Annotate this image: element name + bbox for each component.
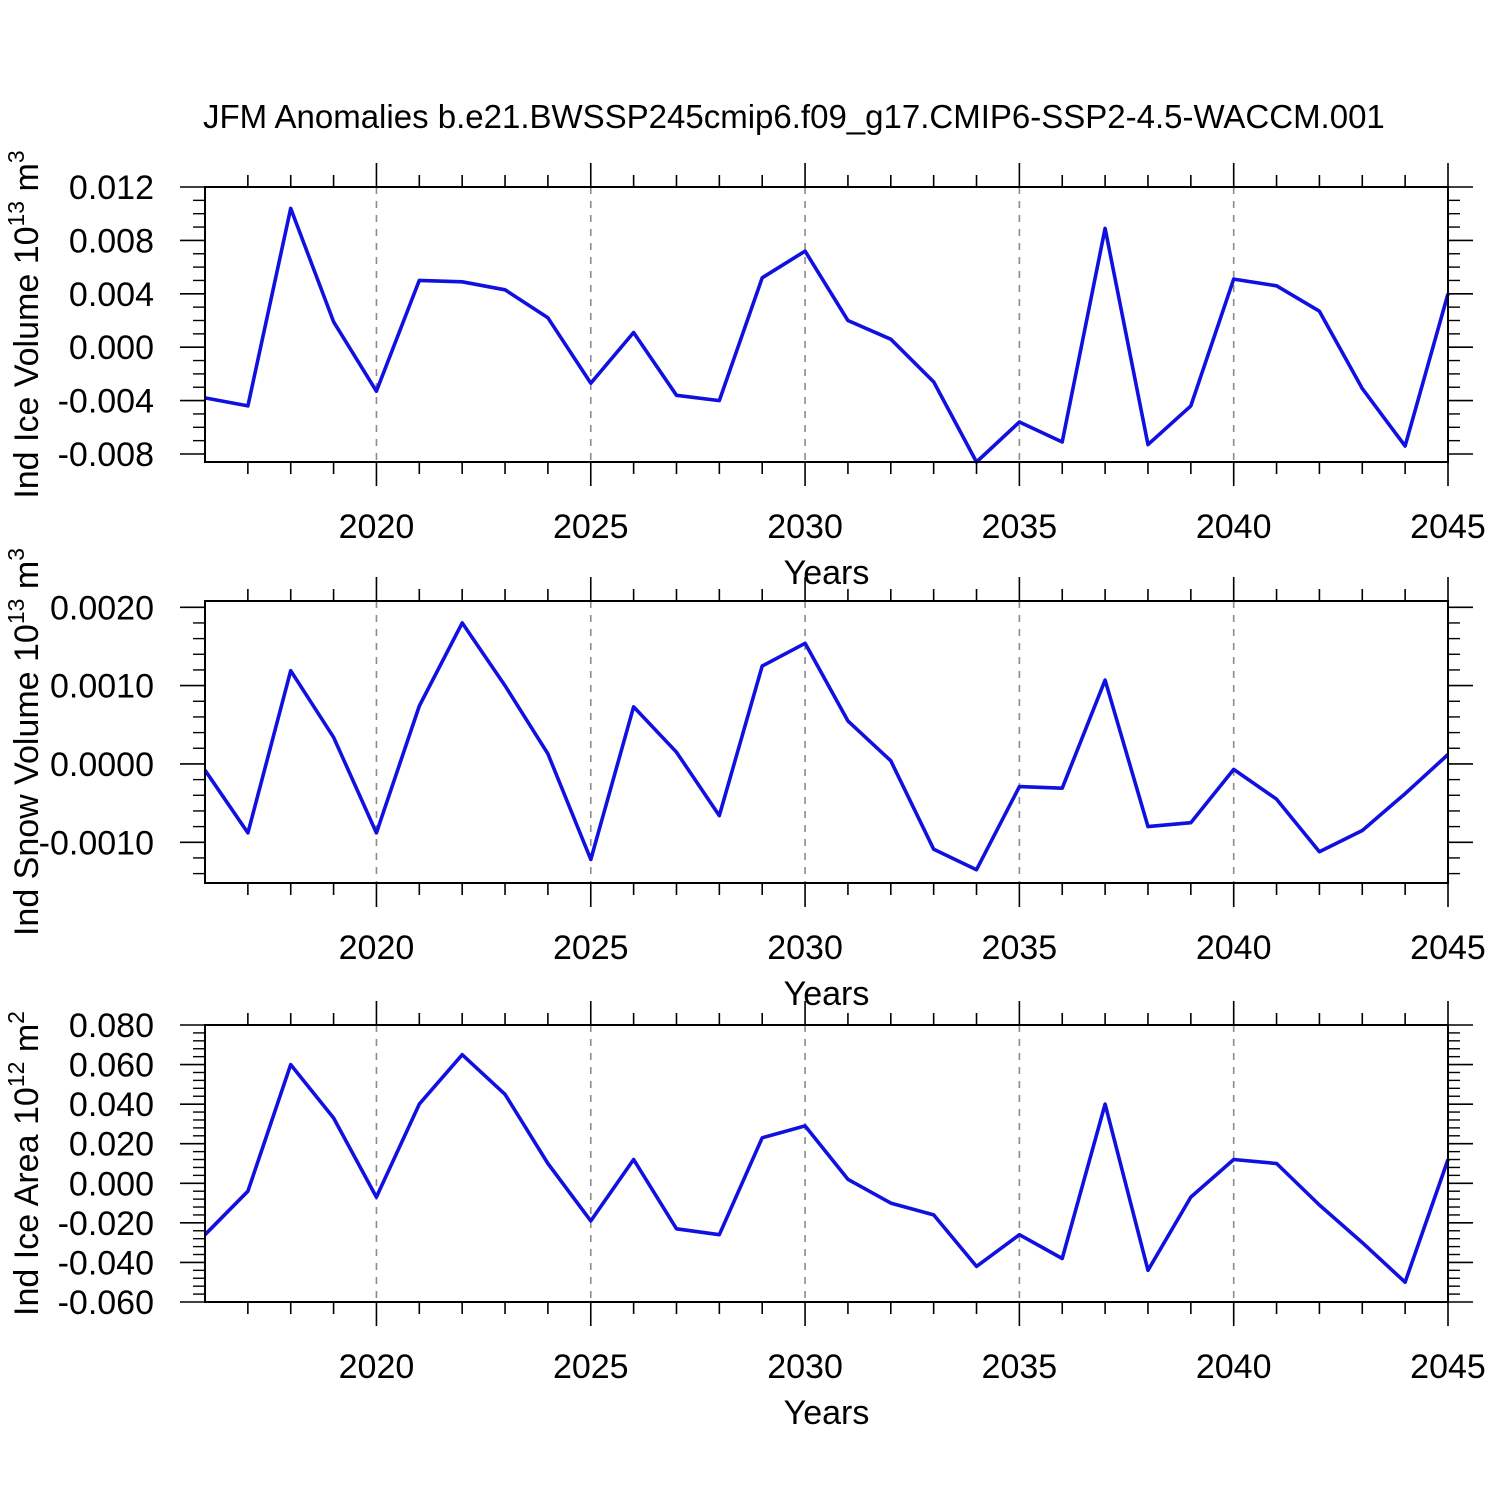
chart-title: JFM Anomalies b.e21.BWSSP245cmip6.f09_g1… [203, 98, 1385, 135]
panel-ice-area: 2020 2025 2030 2035 2040 2045Years0.0800.0600… [3, 1001, 1486, 1432]
x-tick-label: 2025 [553, 929, 629, 967]
data-line [204, 206, 1450, 464]
y-tick-label: 0.012 [69, 169, 154, 207]
y-axis-title: Ind Ice Area 1012 m2 [3, 1011, 46, 1316]
y-tick-label: -0.040 [58, 1244, 154, 1282]
y-tick-label: 0.004 [69, 276, 154, 314]
x-tick-label: 2020 [339, 929, 415, 967]
y-tick-label: -0.004 [58, 383, 154, 421]
y-tick-label: 0.000 [69, 1165, 154, 1203]
data-line [203, 621, 1450, 872]
y-tick-label: 0.060 [69, 1047, 154, 1085]
x-tick-label: 2020 [339, 508, 415, 546]
plot-frame [204, 186, 1449, 463]
y-tick-label: 0.040 [69, 1086, 154, 1124]
x-tick-label: 2030 [767, 1348, 843, 1386]
x-tick-label: 2025 [553, 508, 629, 546]
x-tick-label: 2045 [1410, 508, 1486, 546]
plot-frame [204, 600, 1449, 884]
y-tick-label: 0.020 [69, 1126, 154, 1164]
x-tick-label: 2040 [1196, 1348, 1272, 1386]
x-tick-label: 2030 [767, 508, 843, 546]
y-tick-label: -0.060 [58, 1284, 154, 1322]
y-tick-label: 0.000 [69, 329, 154, 367]
y-tick-label: 0.0010 [50, 668, 154, 706]
plot-frame [204, 1024, 1449, 1303]
y-axis-title: Ind Snow Volume 1013 m3 [3, 548, 46, 936]
panel-ice-volume: 2020 2025 2030 2035 2040 2045 Years 0.012 0.008 0… [3, 150, 1486, 592]
y-axis-title: Ind Ice Volume 1013 m3 [3, 150, 46, 498]
y-tick-label: -0.020 [58, 1205, 154, 1243]
data-line [203, 1052, 1450, 1284]
x-tick-label: 2045 [1410, 929, 1486, 967]
x-tick-label: 2030 [767, 929, 843, 967]
x-tick-label: 2035 [982, 508, 1058, 546]
y-tick-label: -0.0010 [39, 824, 154, 862]
y-tick-label: -0.008 [58, 436, 154, 474]
y-tick-label: 0.080 [69, 1007, 154, 1045]
x-axis-title: Years [784, 975, 870, 1013]
y-tick-label: 0.0000 [50, 746, 154, 784]
x-tick-label: 2040 [1196, 508, 1272, 546]
y-tick-label: 0.008 [69, 222, 154, 260]
x-tick-label: 2020 [339, 1348, 415, 1386]
x-tick-label: 2040 [1196, 929, 1272, 967]
x-tick-label: 2025 [553, 1348, 629, 1386]
x-axis-title: Years [784, 1394, 870, 1432]
x-tick-label: 2035 [982, 929, 1058, 967]
panel-snow-volume: 2020 2025 2030 2035 2040 2045 Years 0.0020 0.001… [3, 548, 1486, 1013]
x-axis-title: Years [784, 554, 870, 592]
x-tick-label: 2035 [982, 1348, 1058, 1386]
y-tick-label: 0.0020 [50, 589, 154, 627]
x-tick-label: 2045 [1410, 1348, 1486, 1386]
